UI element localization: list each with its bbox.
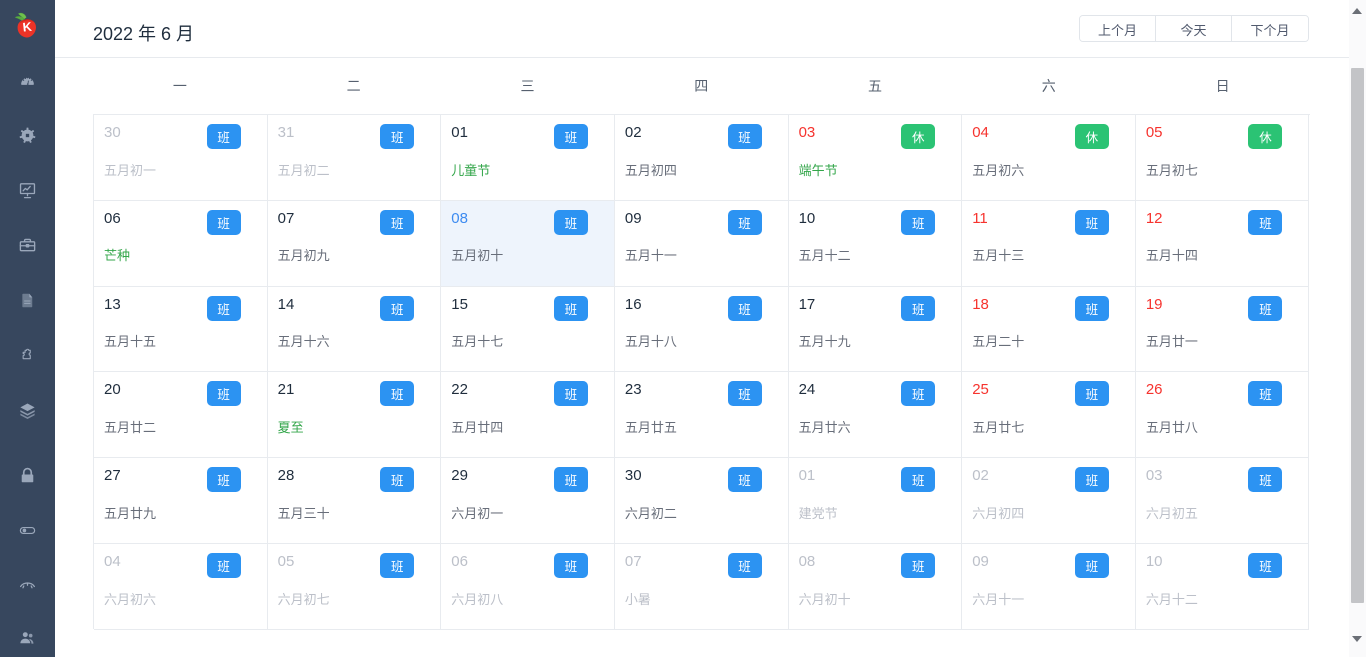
svg-text:K: K [22, 20, 32, 35]
